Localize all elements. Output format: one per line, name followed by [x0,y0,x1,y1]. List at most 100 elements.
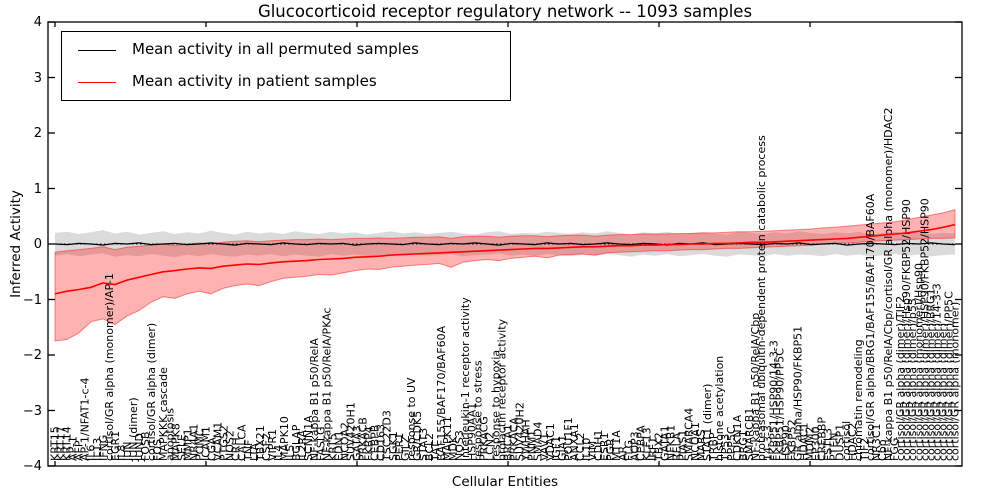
entity-label: NF-kappa B1 p50/RelA/Cbp/cortisol/GR alp… [882,108,895,461]
y-tick-4: 4 [33,15,42,30]
entity-label: RELA [671,432,684,461]
entity-label: CALCA [236,424,249,461]
entity-label: SELE [175,434,188,461]
entity-label: BRG1 [737,430,750,461]
entity-label: PGR [604,438,617,461]
entity-label: CEBPB [369,425,382,461]
legend-label-permuted: Mean activity in all permuted samples [132,40,419,58]
entity-label: BRCA1 [502,424,515,461]
entity-label: FKBP4 [363,426,376,461]
entity-label: FKBP51/HSP90/PP5C [773,348,786,461]
entity-label: SGK1 [387,431,400,461]
entity-label: cortisol/GR alpha/BRG1/BAF155/BAF170/BAF… [864,193,877,461]
entity-label: VIPR1 [266,429,279,461]
y-tick-m3: −3 [22,403,42,419]
entity-label: cortisol/GR alpha (dimer) [936,323,949,461]
entity-label: TAT [429,441,442,462]
entity-label: SUV420H1 [344,402,357,461]
entity-label: JUN [121,441,134,462]
entity-label: PER1 [393,433,406,461]
entity-label: CD163 [375,424,388,461]
entity-label: CRH [230,437,243,461]
entity-label: GR/CDK5 [411,411,424,461]
entity-label: NF-kappa B1 p50/RelA/PKAc [320,307,333,461]
entity-label: JUN (dimer) [127,397,140,462]
x-axis-label: Cellular Entities [451,474,559,490]
entity-label: SMARCA4 [683,408,696,461]
entity-label: PNMT [526,430,539,461]
entity-label: PIAS1 [677,430,690,461]
entity-label: MMP1 [181,428,194,461]
entity-label: JUND [133,433,146,462]
entity-label: IL6 [85,445,98,461]
entity-label: ANXA1 [568,423,581,461]
entity-label: GILZ [399,435,412,461]
entity-label: LTA [248,443,261,461]
entity-label: POMC [193,428,206,461]
entity-label: TNF [242,440,255,462]
entity-label: PTGS2 [218,425,231,461]
entity-label: SMARCB1 [743,408,756,461]
entity-label: apoptosis [163,408,176,461]
entity-label: IGF1 [550,436,563,461]
entity-label: interleukin-1 receptor activity [459,297,472,461]
entity-label: cortisol/GR alpha (monomer)/Hsp90 [912,263,925,461]
entity-label: PTEN [828,432,841,461]
entity-label: MAPK11 [441,416,454,461]
entity-label: KLF13 [640,427,653,461]
entity-label: VIM [586,441,599,461]
entity-label: STAT1 (dimer) [701,384,714,461]
entity-label: PRKACB [357,417,370,461]
entity-label: CDKN1A [731,414,744,461]
entity-label: ICAM1 [200,426,213,461]
entity-label: MARS [695,429,708,461]
legend-label-patient: Mean activity in patient samples [132,72,377,90]
entity-label: FSTL3 [822,428,835,461]
entity-label: AQP3 [628,431,641,461]
entity-label: IFNG [97,435,110,461]
entity-label: response to UV [405,377,418,461]
entity-label: SCNN1A [302,415,315,461]
entity-label: response to hypoxia [489,350,502,461]
entity-label: PRKACA [508,417,521,461]
entity-label: BAF155/BAF170/BAF60A [435,325,448,461]
entity-label: NOS2 [224,430,237,461]
entity-label: TBX21 [254,425,267,462]
entity-label: IL13 [91,438,104,461]
entity-label: HDAC2 [846,422,859,461]
entity-label: CREBBP [816,417,829,461]
entity-label: PRKACG [477,416,490,461]
entity-label: CCL2 [574,433,587,462]
entity-label: GJA1 [556,435,569,461]
entity-label: FOSB [139,431,152,461]
entity-label: BCL2 [423,433,436,461]
entity-label: MDK [447,435,460,461]
entity-label: BGLAP [290,424,303,461]
y-tick-m4: −4 [22,459,42,474]
entity-label: 14-3-3 [761,425,774,461]
entity-label: FLG [622,440,635,461]
entity-label: IL8 [115,445,128,461]
entity-label: cortisol/GR alpha (dimer) [145,323,158,461]
entity-label: HSP90AA1 [465,403,478,461]
entity-label: EGR1 [109,431,122,461]
entity-label: HDAC1 [797,422,810,461]
entity-label: FKBP52 [785,419,798,461]
entity-label: MAPK8 [169,423,182,461]
entity-label: AFP [73,440,86,461]
y-tick-2: 2 [33,126,42,141]
entity-label: TSC22D3 [381,410,394,462]
entity-label: KRT5 [326,433,339,461]
entity-label: AP-1/NFAT1-c-4 [79,377,92,461]
entity-label: NF-kappa B1 p50/RelA [308,338,321,461]
entity-label: IL4 [272,445,285,461]
entity-label: CSF2 [260,433,273,461]
entity-label: CDH1 [592,430,605,461]
entity-label: LCN2 [483,432,496,461]
entity-label: MAPKKK cascade [157,367,170,461]
entity-label: CGA [206,437,219,461]
legend-item-patient: Mean activity in patient samples [62,70,510,96]
entity-label: MDM2 [804,427,817,461]
